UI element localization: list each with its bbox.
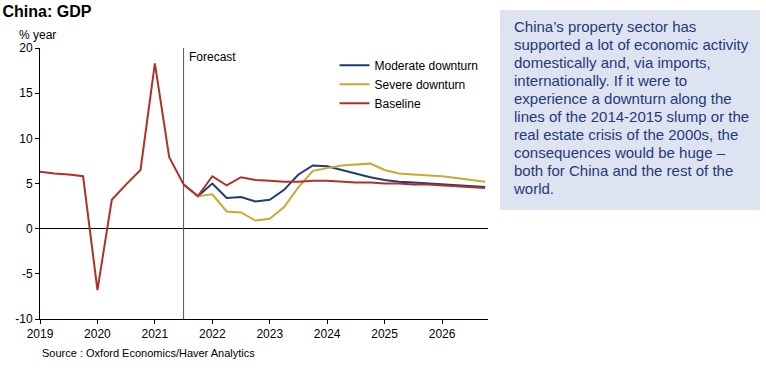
svg-text:2023: 2023 [256, 327, 283, 341]
svg-text:Baseline: Baseline [375, 97, 421, 111]
svg-text:2026: 2026 [429, 327, 456, 341]
svg-text:Severe downturn: Severe downturn [375, 78, 466, 92]
svg-text:2022: 2022 [199, 327, 226, 341]
svg-text:China: GDP: China: GDP [3, 3, 92, 20]
svg-text:% year: % year [19, 28, 56, 42]
svg-text:2024: 2024 [314, 327, 341, 341]
svg-text:10: 10 [19, 132, 33, 146]
svg-text:Forecast: Forecast [189, 50, 236, 64]
svg-text:5: 5 [26, 177, 33, 191]
svg-text:-5: -5 [22, 267, 33, 281]
svg-text:2025: 2025 [371, 327, 398, 341]
svg-text:-10: -10 [15, 312, 33, 326]
svg-text:Source : Oxford Economics/Have: Source : Oxford Economics/Haver Analytic… [42, 347, 255, 359]
svg-text:2021: 2021 [142, 327, 169, 341]
svg-text:2019: 2019 [27, 327, 54, 341]
svg-text:2020: 2020 [84, 327, 111, 341]
svg-text:Moderate downturn: Moderate downturn [375, 59, 478, 73]
svg-text:15: 15 [19, 86, 33, 100]
svg-text:20: 20 [19, 41, 33, 55]
html-text:China’s property sector has su: China’s property sector has supported a … [514, 18, 750, 197]
svg-text:0: 0 [26, 222, 33, 236]
